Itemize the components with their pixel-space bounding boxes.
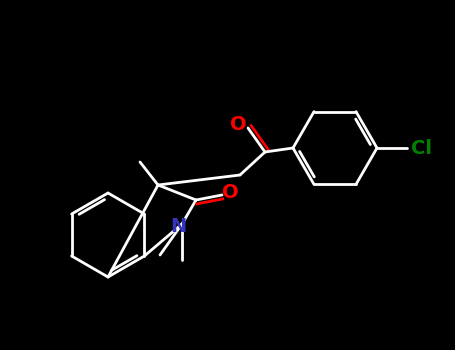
Text: Cl: Cl — [410, 139, 431, 158]
Text: O: O — [222, 183, 238, 203]
Text: O: O — [230, 114, 246, 133]
Text: N: N — [170, 217, 186, 236]
